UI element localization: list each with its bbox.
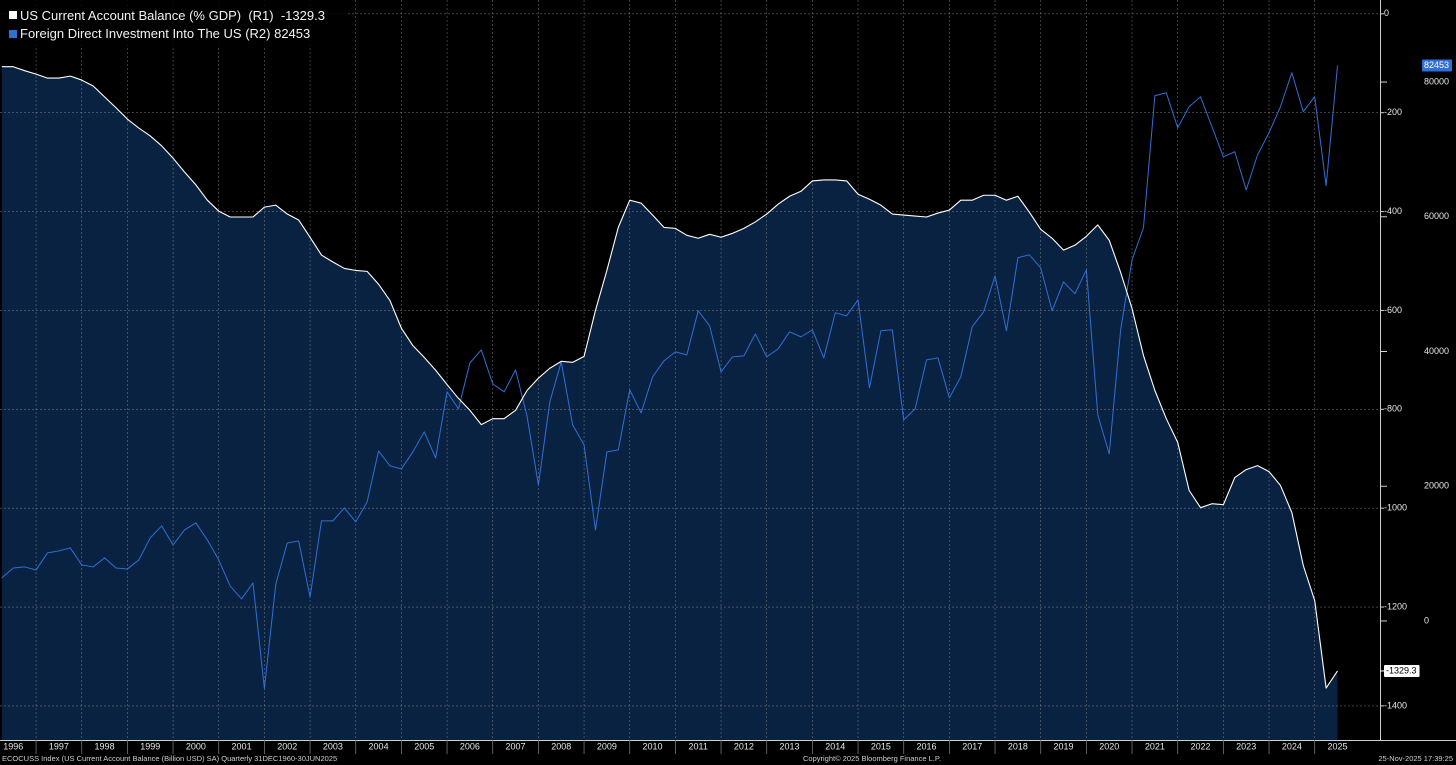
badge-label: -1329.3 [1386,665,1417,675]
y-tick-label: -800 [1384,404,1402,414]
x-tick-label: 2000 [186,741,206,751]
line [1,65,1339,690]
legend-value: -1329.3 [281,8,325,23]
x-tick-label: 2021 [1145,741,1165,751]
y-tick-label: -1200 [1384,601,1407,611]
x-tick-label: 2007 [506,741,526,751]
y2-tick-label: 80000 [1424,76,1449,86]
x-tick-label: 1999 [140,741,160,751]
x-tick-label: 2013 [780,741,800,751]
x-tick-label: 2014 [825,741,845,751]
last-value-badge: 82453 [1422,59,1453,72]
x-tick-label: 1998 [95,741,115,751]
last-value-badge: -1329.3 [1380,664,1420,677]
x-tick-label: 2012 [734,741,754,751]
x-tick-label: 2025 [1328,741,1348,751]
x-tick-label: 2010 [643,741,663,751]
footer-source: ECOCUSS Index (US Current Account Balanc… [2,754,337,763]
x-tick-label: 2016 [917,741,937,751]
legend-entry: US Current Account Balance (% GDP) (R1) … [20,8,325,23]
plot-area [0,0,1380,740]
x-tick-label: 2005 [414,741,434,751]
y2-tick-label: 0 [1424,615,1429,625]
footer-copyright: Copyright© 2025 Bloomberg Finance L.P. [803,754,941,763]
x-tick-label: 2018 [1008,741,1028,751]
x-tick-label: 2008 [551,741,571,751]
badge-box [1422,59,1453,72]
x-tick-label: 2004 [369,741,389,751]
footer-timestamp: 25-Nov-2025 17:39:25 [1378,754,1453,763]
y2-tick-label: 20000 [1424,481,1449,491]
legend-label: US Current Account Balance (% GDP) (R1) [20,8,274,23]
legend-value [274,8,281,23]
x-tick-label: 1997 [49,741,69,751]
x-tick-label: 2022 [1191,741,1211,751]
y-tick-label: -200 [1384,107,1402,117]
x-tick-label: 2024 [1282,741,1302,751]
x-tick-label: 2011 [689,741,708,751]
area [1,66,1338,740]
x-tick-label: 2002 [277,741,297,751]
y-tick-label: -400 [1384,206,1402,216]
x-tick-label: 2019 [1054,741,1074,751]
x-tick-label: 2023 [1236,741,1256,751]
legend-swatch [9,30,17,38]
line [1,66,1338,689]
y-tick-label: -600 [1384,305,1402,315]
legend: US Current Account Balance (% GDP) (R1) … [0,0,348,47]
legend-entry: Foreign Direct Investment Into The US (R… [20,26,310,41]
x-tick-label: 2003 [323,741,343,751]
x-tick-label: 2017 [962,741,982,751]
legend-label: Foreign Direct Investment Into The US (R… [20,26,270,41]
x-tick-label: 2015 [871,741,891,751]
legend-swatch [9,11,17,19]
y-tick-label: -1000 [1384,503,1407,513]
x-tick-label: 2001 [232,741,252,751]
x-tick-label: 2009 [597,741,617,751]
legend-value: 82453 [274,26,310,41]
badge-box [1384,664,1420,677]
y-tick-label: -1400 [1384,700,1407,710]
x-tick-label: 1996 [3,741,23,751]
y2-tick-label: 40000 [1424,346,1449,356]
footer: ECOCUSS Index (US Current Account Balanc… [2,754,1453,763]
x-tick-label: 2020 [1099,741,1119,751]
legend-box [0,0,348,47]
badge-label: 82453 [1424,60,1449,70]
y-tick-label: 0 [1384,8,1389,18]
x-tick-label: 2006 [460,741,480,751]
y2-tick-label: 60000 [1424,211,1449,221]
